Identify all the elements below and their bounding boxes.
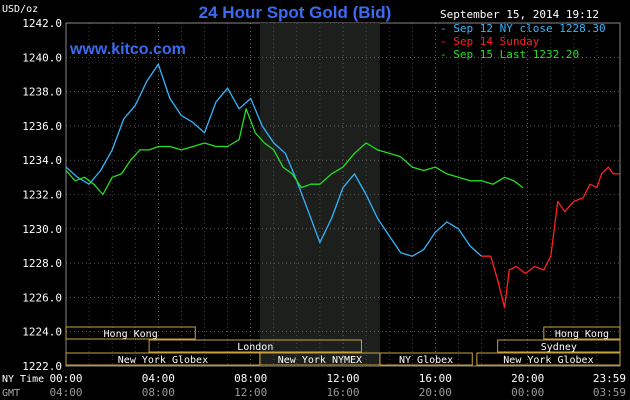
x-tick-label: 00:00 xyxy=(49,372,82,385)
y-tick-label: 1222.0 xyxy=(22,360,62,373)
x-tick-label: 08:00 xyxy=(142,386,175,399)
x-tick-label: 04:00 xyxy=(142,372,175,385)
legend-entry: - Sep 14 Sunday xyxy=(440,35,540,48)
y-axis-ticks: 1242.0 1240.0 1238.0 1236.0 1234.0 1232.0 1230… xyxy=(22,17,62,373)
y-tick-label: 1232.0 xyxy=(22,189,62,202)
chart-title: 24 Hour Spot Gold (Bid) xyxy=(199,3,392,22)
series-line-3 xyxy=(65,108,524,196)
series-line-1 xyxy=(65,63,482,257)
x-tick-label: 04:00 xyxy=(49,386,82,399)
x-tick-label: 16:00 xyxy=(326,386,359,399)
session-label: New York NYMEX xyxy=(278,355,362,366)
series-line-2 xyxy=(481,166,620,309)
x-tick-label: 12:00 xyxy=(234,386,267,399)
session-box xyxy=(148,339,362,353)
session-box xyxy=(476,352,621,366)
session-label: New York Globex xyxy=(503,355,593,366)
watermark: www.kitco.com xyxy=(69,41,186,58)
legend-entry: - Sep 15 Last 1232.20 xyxy=(440,48,579,61)
session-box xyxy=(379,352,473,366)
legend: - Sep 12 NY close 1228.30- Sep 14 Sunday… xyxy=(440,22,606,61)
session-label: NY Globex xyxy=(399,355,453,366)
chart-timestamp: September 15, 2014 19:12 xyxy=(440,8,599,21)
x-tick-label: 08:00 xyxy=(234,372,267,385)
y-tick-label: 1224.0 xyxy=(22,326,62,339)
x-tick-label: 20:00 xyxy=(511,372,544,385)
price-series xyxy=(65,63,620,309)
y-tick-label: 1226.0 xyxy=(22,291,62,304)
session-label: Hong Kong xyxy=(104,329,158,340)
nymex-shaded-region xyxy=(259,23,380,366)
y-axis-label: USD/oz xyxy=(2,4,38,15)
x-row-label: NY Time xyxy=(2,374,44,385)
y-tick-label: 1240.0 xyxy=(22,51,62,64)
x-row-label: GMT xyxy=(2,388,20,399)
session-box xyxy=(543,326,621,340)
y-tick-label: 1234.0 xyxy=(22,154,62,167)
x-tick-label: 03:59 xyxy=(593,386,626,399)
session-label: London xyxy=(237,342,273,353)
y-tick-label: 1228.0 xyxy=(22,257,62,270)
session-label: Hong Kong xyxy=(555,329,609,340)
y-tick-label: 1230.0 xyxy=(22,223,62,236)
y-tick-label: 1238.0 xyxy=(22,86,62,99)
market-sessions: Hong Kong Hong Kong Sydney London New York G… xyxy=(65,326,621,366)
session-label: Sydney xyxy=(541,342,577,353)
x-tick-label: 16:00 xyxy=(419,372,452,385)
grid-lines xyxy=(66,22,620,367)
x-tick-label: 20:00 xyxy=(419,386,452,399)
legend-entry: - Sep 12 NY close 1228.30 xyxy=(440,22,606,35)
session-label: New York Globex xyxy=(118,355,208,366)
x-tick-label: 00:00 xyxy=(511,386,544,399)
session-box xyxy=(497,339,621,353)
x-tick-label: 12:00 xyxy=(326,372,359,385)
session-box xyxy=(65,326,196,340)
x-tick-label: 23:59 xyxy=(593,372,626,385)
y-tick-label: 1242.0 xyxy=(22,17,62,30)
y-tick-label: 1236.0 xyxy=(22,120,62,133)
x-axis-ticks: NY Time 00:00 04:00 08:00 12:00 16:00 20:00 23:… xyxy=(2,372,626,399)
